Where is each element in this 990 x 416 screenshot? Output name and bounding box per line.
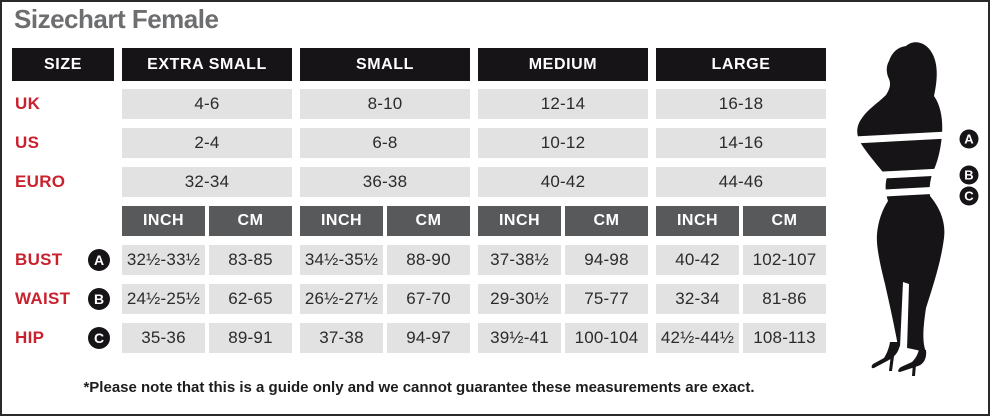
table-row-uk: UK 4-6 8-10 12-14 16-18 [12, 89, 826, 119]
footnote: *Please note that this is a guide only a… [83, 379, 755, 396]
us-extra-small: 2-4 [122, 128, 292, 158]
table-row-waist: WAIST B 24½-25½ 62-65 26½-27½ 67-70 29-3… [12, 284, 826, 314]
cm-header: CM [565, 206, 648, 236]
cm-header: CM [387, 206, 470, 236]
sizechart-table: SIZE EXTRA SMALL SMALL MEDIUM LARGE UK 4… [12, 48, 826, 362]
unit-header-spacer [12, 206, 114, 236]
inch-header: INCH [656, 206, 739, 236]
uk-extra-small: 4-6 [122, 89, 292, 119]
table-row-hip: HIP C 35-36 89-91 37-38 94-97 39½-41 100… [12, 323, 826, 353]
column-header-extra-small: EXTRA SMALL [122, 48, 292, 81]
unit-headers-small: INCH CM [300, 206, 470, 236]
hip-xs-cm: 89-91 [209, 323, 292, 353]
row-label-us: US [15, 133, 40, 152]
table-row-us: US 2-4 6-8 10-12 14-16 [12, 128, 826, 158]
table-row-euro: EURO 32-34 36-38 40-42 44-46 [12, 167, 826, 197]
marker-c-badge: C [88, 327, 110, 349]
row-label-uk: UK [15, 94, 41, 113]
cm-header: CM [743, 206, 826, 236]
bust-m-inch: 37-38½ [478, 245, 561, 275]
hip-l-cm: 108-113 [743, 323, 826, 353]
waist-m-cm: 75-77 [565, 284, 648, 314]
euro-large: 44-46 [656, 167, 826, 197]
female-silhouette-icon: A B C [854, 42, 979, 376]
marker-a-badge: A [88, 249, 110, 271]
figure-marker-a: A [964, 132, 974, 147]
waist-xs-cm: 62-65 [209, 284, 292, 314]
size-header: SIZE [12, 48, 114, 81]
column-header-medium: MEDIUM [478, 48, 648, 81]
uk-small: 8-10 [300, 89, 470, 119]
hip-s-cm: 94-97 [387, 323, 470, 353]
waist-l-cm: 81-86 [743, 284, 826, 314]
hip-l-inch: 42½-44½ [656, 323, 739, 353]
hip-m-inch: 39½-41 [478, 323, 561, 353]
euro-small: 36-38 [300, 167, 470, 197]
euro-medium: 40-42 [478, 167, 648, 197]
bust-s-inch: 34½-35½ [300, 245, 383, 275]
row-label-waist: WAIST [15, 289, 71, 308]
hip-m-cm: 100-104 [565, 323, 648, 353]
page-title: Sizechart Female [14, 4, 219, 34]
inch-header: INCH [122, 206, 205, 236]
bust-l-cm: 102-107 [743, 245, 826, 275]
us-medium: 10-12 [478, 128, 648, 158]
marker-b-badge: B [88, 288, 110, 310]
euro-extra-small: 32-34 [122, 167, 292, 197]
waist-m-inch: 29-30½ [478, 284, 561, 314]
table-row-bust: BUST A 32½-33½ 83-85 34½-35½ 88-90 37-38… [12, 245, 826, 275]
row-label-hip: HIP [15, 328, 45, 347]
bust-m-cm: 94-98 [565, 245, 648, 275]
bust-xs-inch: 32½-33½ [122, 245, 205, 275]
column-header-large: LARGE [656, 48, 826, 81]
waist-xs-inch: 24½-25½ [122, 284, 205, 314]
bust-l-inch: 40-42 [656, 245, 739, 275]
column-header-small: SMALL [300, 48, 470, 81]
figure-marker-c: C [964, 189, 974, 204]
unit-headers-large: INCH CM [656, 206, 826, 236]
hip-s-inch: 37-38 [300, 323, 383, 353]
us-large: 14-16 [656, 128, 826, 158]
unit-headers-medium: INCH CM [478, 206, 648, 236]
uk-large: 16-18 [656, 89, 826, 119]
uk-medium: 12-14 [478, 89, 648, 119]
inch-header: INCH [478, 206, 561, 236]
waist-s-inch: 26½-27½ [300, 284, 383, 314]
waist-s-cm: 67-70 [387, 284, 470, 314]
bust-xs-cm: 83-85 [209, 245, 292, 275]
row-label-euro: EURO [15, 172, 66, 191]
figure-marker-b: B [964, 168, 973, 183]
cm-header: CM [209, 206, 292, 236]
unit-header-row: INCH CM INCH CM INCH CM INCH CM [12, 206, 826, 236]
row-label-bust: BUST [15, 250, 63, 269]
waist-l-inch: 32-34 [656, 284, 739, 314]
us-small: 6-8 [300, 128, 470, 158]
hip-xs-inch: 35-36 [122, 323, 205, 353]
figure-markers: A B C [959, 129, 979, 206]
bust-s-cm: 88-90 [387, 245, 470, 275]
unit-headers-extra-small: INCH CM [122, 206, 292, 236]
header-row: SIZE EXTRA SMALL SMALL MEDIUM LARGE [12, 48, 826, 81]
inch-header: INCH [300, 206, 383, 236]
